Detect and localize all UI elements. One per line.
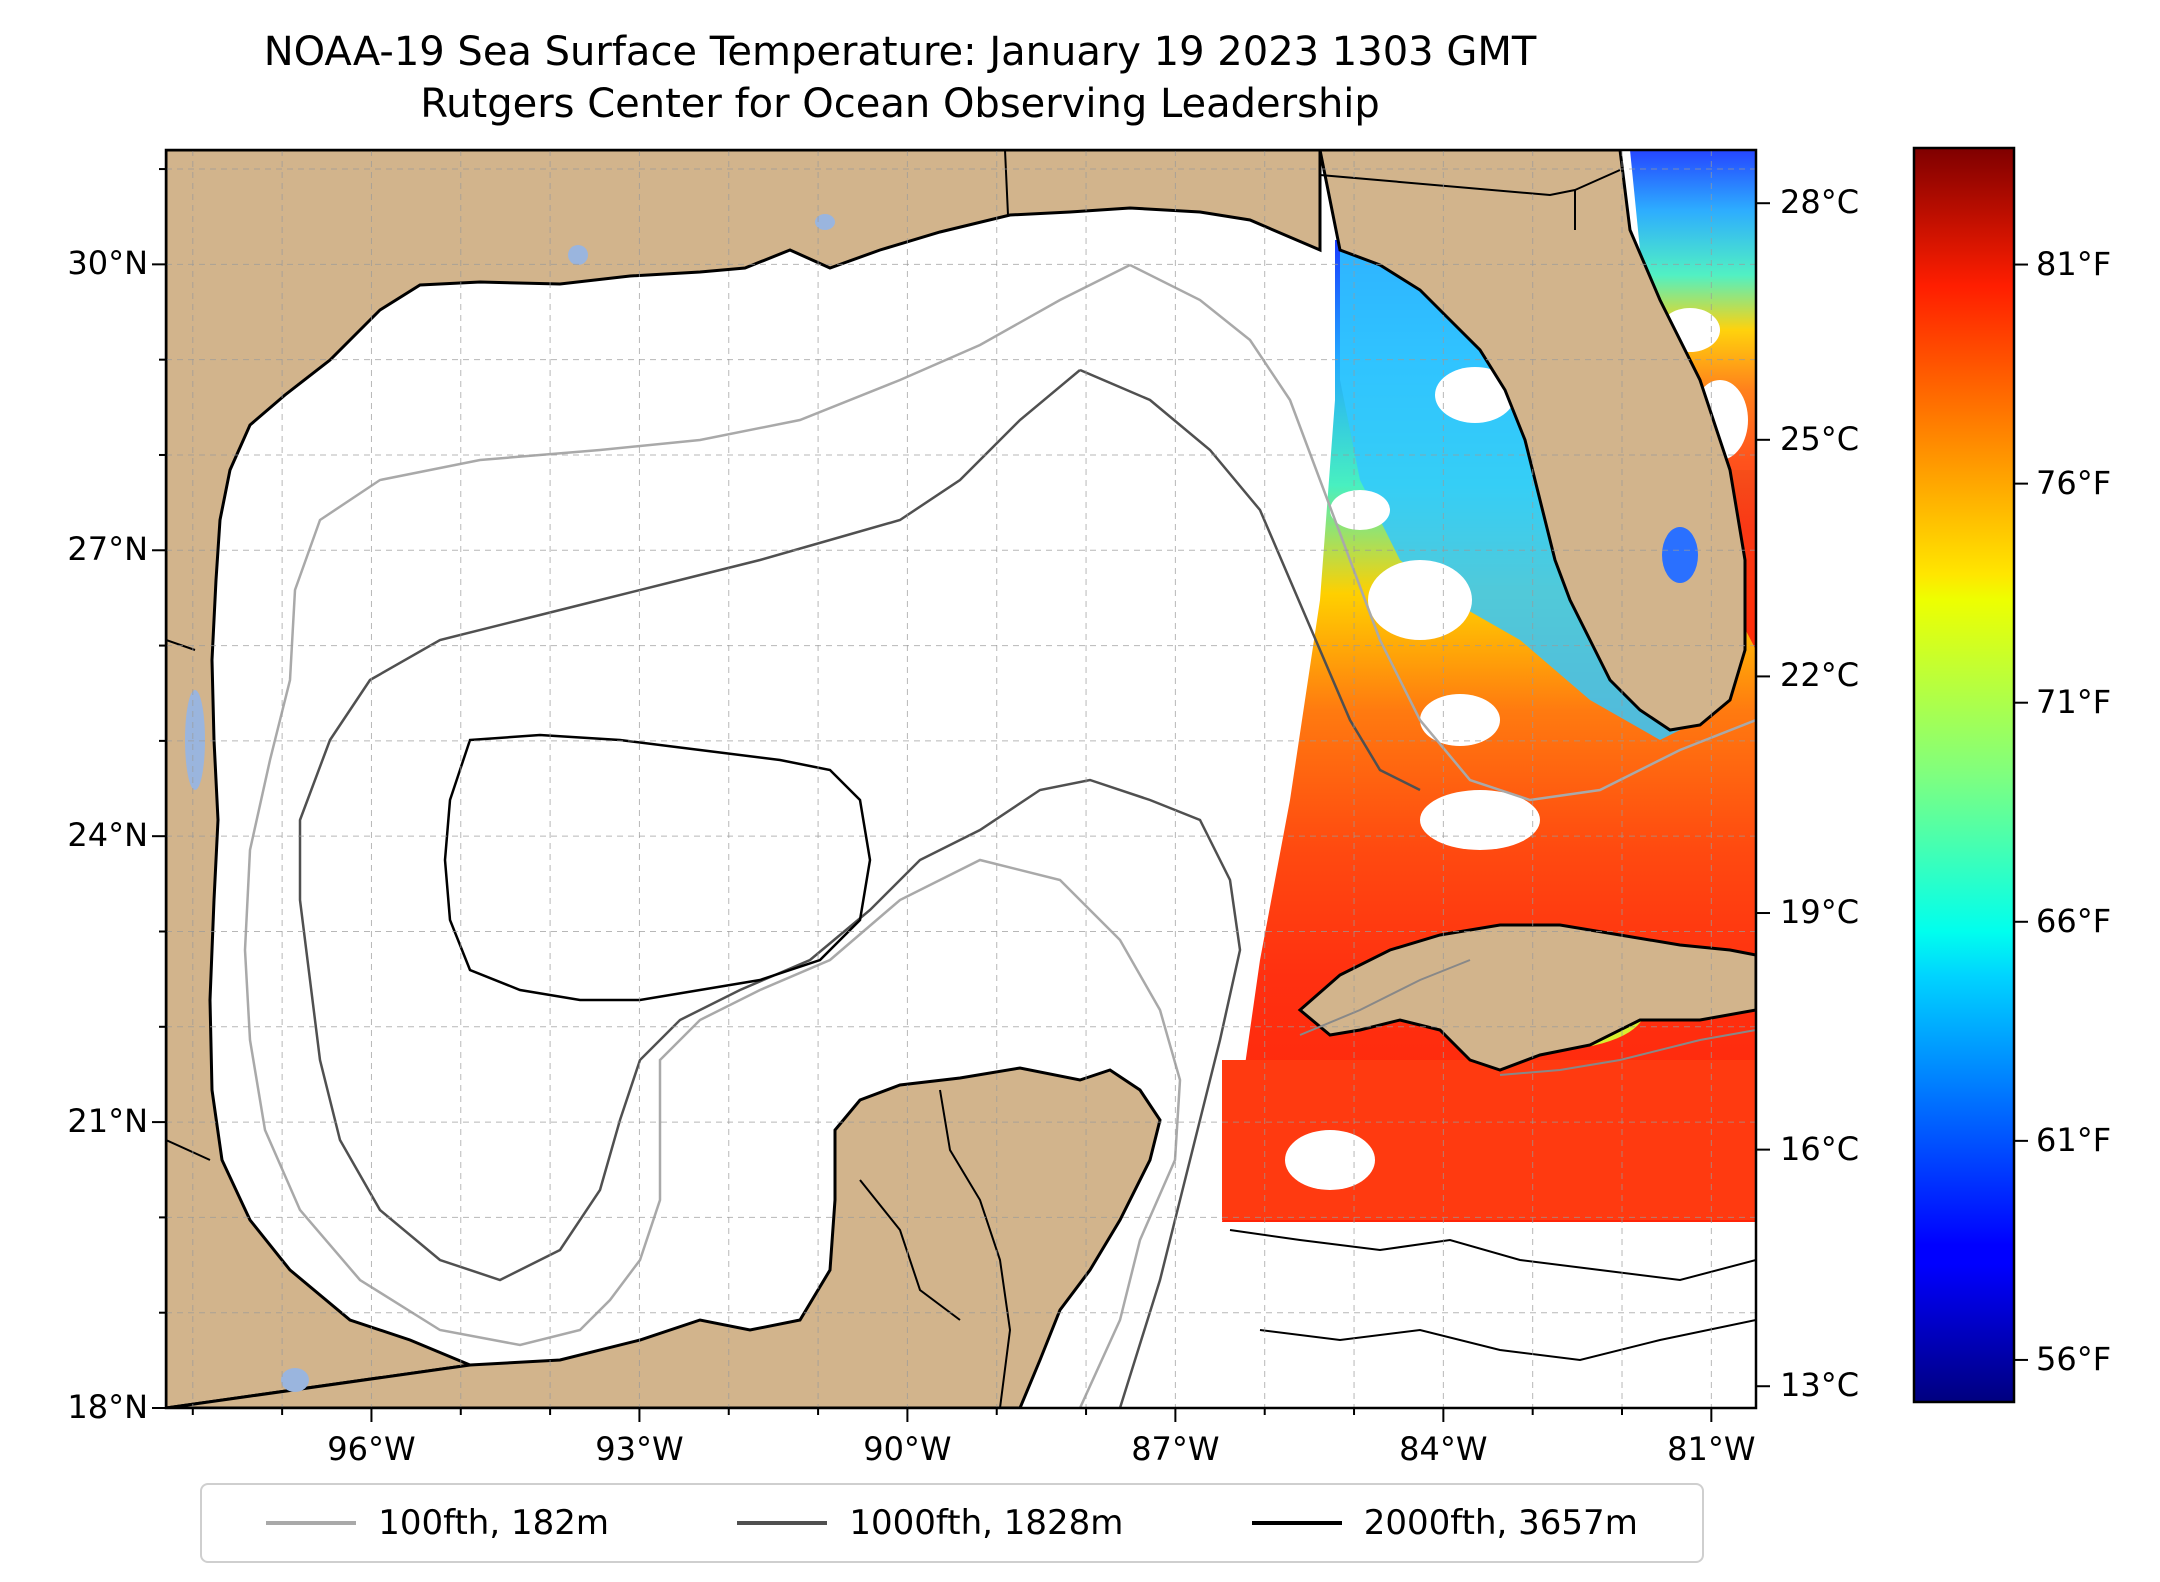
lake xyxy=(185,690,205,790)
fahrenheit-tick-label: 81°F xyxy=(2036,244,2112,283)
land-mexico-yucatan xyxy=(166,1066,1162,1408)
map-title: NOAA-19 Sea Surface Temperature: January… xyxy=(263,29,1537,75)
lat-tick-label: 30°N xyxy=(67,244,148,283)
lat-tick-label: 18°N xyxy=(67,1388,148,1426)
contour-100fth xyxy=(1299,959,1756,1076)
lon-tick-label: 90°W xyxy=(863,1430,952,1468)
cloud-mask xyxy=(1435,367,1515,423)
legend-label-1000fth: 1000fth, 1828m xyxy=(849,1503,1124,1543)
lat-tick-label: 21°N xyxy=(67,1102,148,1141)
lon-tick-label: 81°W xyxy=(1667,1430,1756,1468)
legend-item-100fth: 100fth, 182m xyxy=(266,1503,609,1543)
lon-tick-label: 84°W xyxy=(1399,1430,1488,1468)
cloud-mask xyxy=(1420,694,1500,746)
cloud-mask xyxy=(1368,560,1472,640)
celsius-tick-label: 16°C xyxy=(1780,1129,1860,1168)
lon-tick-label: 93°W xyxy=(595,1430,684,1468)
cloud-mask xyxy=(1285,1130,1375,1190)
fahrenheit-tick-label: 56°F xyxy=(2036,1339,2112,1378)
legend-line-1000fth xyxy=(737,1521,828,1525)
cloud-mask xyxy=(1330,490,1390,530)
lat-tick-label: 27°N xyxy=(67,530,148,569)
celsius-tick-label: 25°C xyxy=(1780,419,1860,458)
lake xyxy=(281,1368,309,1392)
land-cuba xyxy=(1297,923,1756,1072)
celsius-tick-label: 22°C xyxy=(1780,656,1860,695)
contour-1000fth xyxy=(298,368,1421,1408)
contour-2000fth xyxy=(1229,1229,1756,1362)
fahrenheit-tick-label: 71°F xyxy=(2036,682,2112,721)
fahrenheit-tick-label: 61°F xyxy=(2036,1120,2112,1159)
colorbar-ticks xyxy=(1756,202,2028,1388)
lake xyxy=(815,214,835,230)
legend-line-100fth xyxy=(266,1521,357,1525)
colorbar xyxy=(1912,146,2016,1404)
legend-item-2000fth: 2000fth, 3657m xyxy=(1251,1503,1638,1543)
map-subtitle: Rutgers Center for Ocean Observing Leade… xyxy=(420,81,1380,127)
legend-line-2000fth xyxy=(1251,1521,1342,1525)
country-border xyxy=(166,639,1012,1408)
contour-2000fth xyxy=(443,733,872,1002)
cloud-mask xyxy=(1420,790,1540,850)
celsius-tick-label: 19°C xyxy=(1780,893,1860,932)
lon-tick-label: 96°W xyxy=(327,1430,416,1468)
legend-label-100fth: 100fth, 182m xyxy=(378,1503,609,1543)
map-ticks xyxy=(152,168,1713,1422)
graticule xyxy=(166,150,1756,1408)
celsius-tick-label: 28°C xyxy=(1780,183,1860,222)
legend-item-1000fth: 1000fth, 1828m xyxy=(737,1503,1123,1543)
fahrenheit-tick-label: 66°F xyxy=(2036,901,2112,940)
state-border xyxy=(1004,150,1621,230)
lake xyxy=(568,245,588,265)
contour-legend: 100fth, 182m 1000fth, 1828m 2000fth, 365… xyxy=(200,1483,1704,1563)
legend-label-2000fth: 2000fth, 3657m xyxy=(1363,1503,1638,1543)
lat-tick-label: 24°N xyxy=(67,816,148,855)
land-north-america xyxy=(166,150,1322,1408)
celsius-tick-label: 13°C xyxy=(1780,1366,1860,1405)
lake-okeechobee xyxy=(1662,527,1698,583)
fahrenheit-tick-label: 76°F xyxy=(2036,463,2112,502)
map-frame xyxy=(164,148,1758,1410)
lon-tick-label: 87°W xyxy=(1131,1430,1220,1468)
